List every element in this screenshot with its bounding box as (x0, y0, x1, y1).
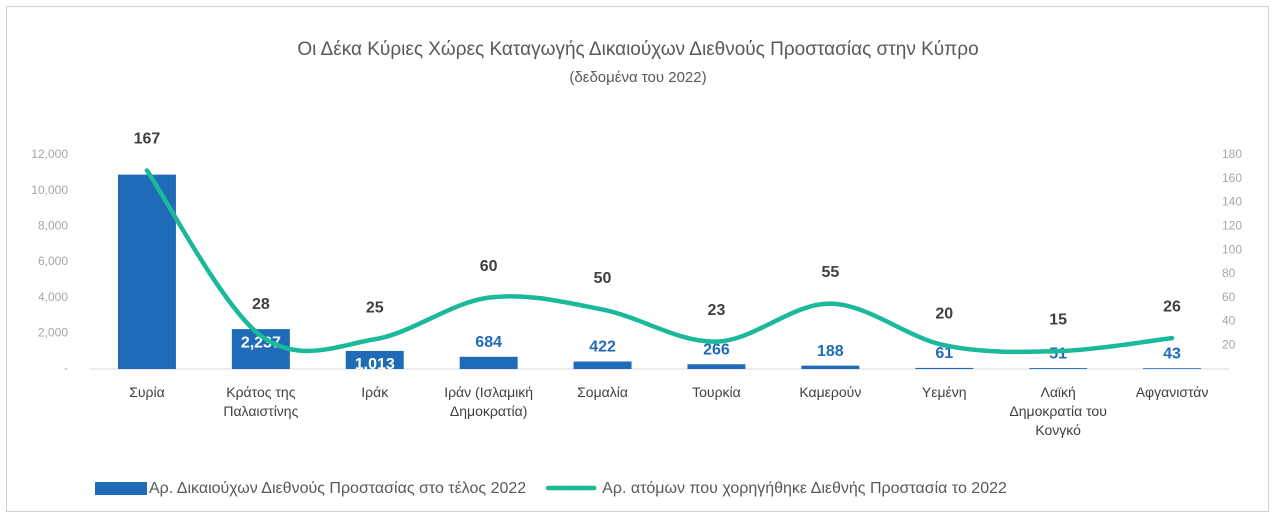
line-value-label: 60 (480, 258, 498, 275)
y2-tick-label: 100 (1222, 242, 1242, 256)
bar-value-label: 266 (703, 341, 730, 358)
bar (915, 367, 974, 369)
x-tick-label: Τουρκία (692, 384, 741, 400)
x-tick-label: Κράτος της Παλαιστίνης (223, 384, 299, 419)
bar-value-label: 2,237 (241, 334, 281, 351)
x-tick-label: Καμερούν (799, 384, 862, 400)
y2-tick-label: 160 (1222, 171, 1242, 185)
y-tick-label: 10,000 (31, 183, 68, 197)
chart-title: Οι Δέκα Κύριες Χώρες Καταγωγής Δικαιούχω… (297, 39, 978, 60)
line-value-label: 50 (594, 270, 612, 287)
bar-value-label: 684 (475, 334, 502, 351)
x-tick-label: Αφγανιστάν (1135, 384, 1209, 400)
bar (573, 361, 632, 369)
bar-value-label: 188 (817, 343, 844, 360)
bar (1143, 368, 1202, 369)
x-tick-label: Ιράν (Ισλαμική Δημοκρατία) (444, 384, 534, 419)
y2-tick-label: 80 (1222, 266, 1236, 280)
chart-subtitle: (δεδομένα του 2022) (569, 69, 706, 86)
bar (459, 356, 518, 369)
x-tick-label: Συρία (129, 384, 165, 400)
y2-tick-label: - (1222, 361, 1226, 375)
y-tick-label: 12,000 (31, 147, 68, 161)
line-value-label: 55 (821, 264, 839, 281)
bar (117, 174, 176, 369)
y2-tick-label: 120 (1222, 219, 1242, 233)
line (144, 168, 1175, 355)
legend-label: Αρ. ατόμων που χορηγήθηκε Διεθνής Προστα… (602, 480, 1007, 497)
y-tick-label: 8,000 (38, 219, 68, 233)
line-value-label: 23 (708, 302, 726, 319)
chart-border (6, 6, 1269, 512)
y-tick-label: 4,000 (38, 290, 68, 304)
line-value-label: 26 (1163, 298, 1181, 315)
y2-tick-label: 60 (1222, 290, 1236, 304)
bar (687, 364, 746, 369)
bar-value-label: 422 (589, 339, 616, 356)
bar (345, 350, 404, 369)
y2-tick-label: 20 (1222, 337, 1236, 351)
x-tick-label: Σομαλία (577, 384, 628, 400)
y-tick-label: - (64, 361, 68, 375)
bar-value-label: 43 (1163, 345, 1181, 362)
y2-tick-label: 180 (1222, 147, 1242, 161)
bar (1029, 368, 1088, 369)
legend-swatch (95, 482, 147, 495)
line-value-label: 20 (935, 305, 953, 322)
y-tick-label: 2,000 (38, 326, 68, 340)
bar-value-label: 61 (935, 345, 953, 362)
y2-tick-label: 40 (1222, 314, 1236, 328)
y2-tick-label: 140 (1222, 195, 1242, 209)
bar (801, 365, 860, 369)
x-tick-label: Υεμένη (921, 384, 967, 400)
x-tick-label: Ιράκ (361, 384, 389, 400)
line-value-label: 167 (134, 131, 161, 148)
line-value-label: 15 (1049, 311, 1067, 328)
y-tick-label: 6,000 (38, 254, 68, 268)
line-value-label: 25 (366, 299, 384, 316)
bar-value-label: 51 (1049, 345, 1067, 362)
legend-label: Αρ. Δικαιούχων Διεθνούς Προστασίας στο τ… (149, 480, 526, 497)
x-tick-label: Λαϊκή Δημοκρατία του Κονγκό (1009, 384, 1107, 438)
line-value-label: 28 (252, 296, 270, 313)
bar-value-label: 1,013 (355, 356, 395, 373)
